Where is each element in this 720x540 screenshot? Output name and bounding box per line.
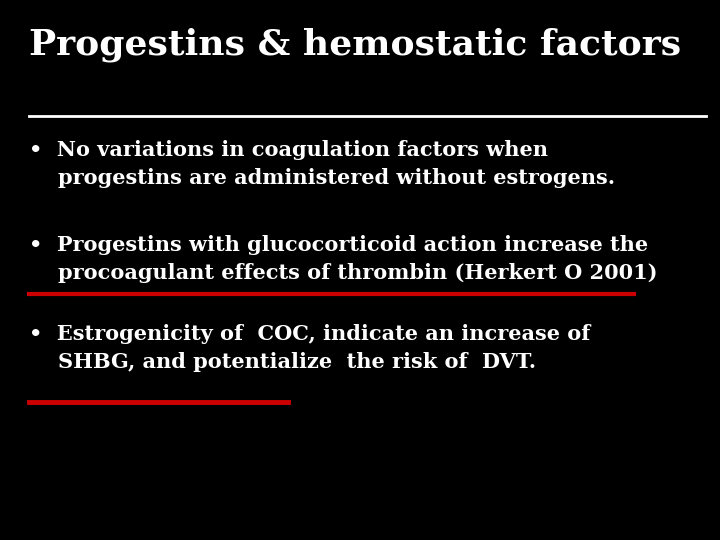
- Text: Progestins & hemostatic factors: Progestins & hemostatic factors: [29, 27, 681, 62]
- Text: •  No variations in coagulation factors when
    progestins are administered wit: • No variations in coagulation factors w…: [29, 140, 615, 188]
- Text: •  Estrogenicity of  COC, indicate an increase of
    SHBG, and potentialize  th: • Estrogenicity of COC, indicate an incr…: [29, 324, 590, 372]
- Text: •  Progestins with glucocorticoid action increase the
    procoagulant effects o: • Progestins with glucocorticoid action …: [29, 235, 657, 283]
